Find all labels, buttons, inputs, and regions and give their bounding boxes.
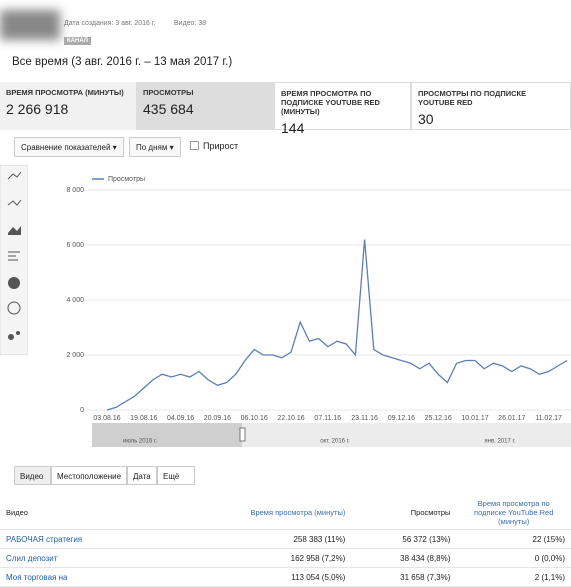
metric-value: 144 [281,120,305,136]
navigator-label: янв. 2017 г. [484,439,516,445]
x-tick-label: 20.09.16 [204,415,231,422]
metric-label: ПРОСМОТРЫ [143,88,194,97]
y-tick-label: 0 [80,407,84,414]
x-tick-label: 11.02.17 [535,415,562,422]
created-date: Дата создания: 3 авг. 2016 г. [64,20,156,27]
chart: 0 2 000 4 000 6 000 8 000 03.08.16 19.08.16 04.… [66,176,571,447]
chart-type-icons [0,165,28,355]
navigator-label: окт. 2016 г. [320,439,350,445]
table-row: РАБОЧАЯ стратегия 258 383 (11%) 56 372 (13… [0,529,571,549]
metric-card[interactable]: ПРОСМОТРЫ ПО ПОДПИСКЕ YOUTUBE RED 30 [411,82,571,130]
y-tick-label: 4 000 [66,297,84,304]
bubble-icon[interactable] [8,334,14,340]
x-tick-label: 06.10.16 [241,415,268,422]
growth-checkbox[interactable] [190,141,199,150]
cell: 56 372 (13%) [351,529,457,549]
video-title[interactable]: Моя торговая на [0,567,194,587]
x-tick-label: 25.12.16 [425,415,452,422]
metric-card[interactable]: ПРОСМОТРЫ 435 684 [137,82,274,130]
bar-icon[interactable] [8,251,20,261]
period[interactable]: Все время (3 авг. 2016 г. – 13 мая 2017 … [12,56,233,68]
cell: 258 383 (11%) [193,529,352,549]
map-icon[interactable] [7,301,21,315]
growth-label: Прирост [203,141,239,151]
y-tick-label: 8 000 [66,187,84,194]
x-tick-label: 26.01.17 [498,415,525,422]
pie-icon[interactable] [8,277,20,289]
x-tick-label: 09.12.16 [388,415,415,422]
cell: 2 (1,1%) [456,567,571,587]
legend-label: Просмотры [108,176,145,183]
metric-card[interactable]: ВРЕМЯ ПРОСМОТРА ПО ПОДПИСКЕ YOUTUBE RED … [274,82,411,136]
compare-icon[interactable] [7,199,22,206]
x-tick-label: 10.01.17 [461,415,488,422]
video-title[interactable]: РАБОЧАЯ стратегия [0,529,194,549]
tab[interactable]: Ещё [157,466,195,485]
column-header[interactable]: Время просмотра по подписке YouTube Red … [456,495,571,530]
metric-value: 435 684 [143,101,194,117]
x-tick-label: 22.10.16 [277,415,304,422]
table-row: Моя торговая на 113 054 (5,0%) 31 658 (7,3… [0,567,571,587]
x-tick-label: 04.09.16 [167,415,194,422]
compare-label: Сравнение показателей [21,143,111,152]
compare-button[interactable]: Сравнение показателей ▾ [14,137,124,157]
blurred-avatar [0,10,60,40]
x-tick-label: 19.08.16 [130,415,157,422]
tab[interactable]: Видео [14,466,51,485]
period-button[interactable]: По дням ▾ [129,137,181,157]
cell: 31 658 (7,3%) [351,567,457,587]
navigator-mask [92,423,242,447]
header-row: Видео Время просмотра (минуты) Просмотры Вр… [0,495,571,530]
video-title[interactable]: Слил депозит [0,548,194,568]
column-header[interactable]: Просмотры [351,495,457,530]
line-icon[interactable] [7,171,22,180]
tab[interactable]: Местоположение [51,466,127,485]
period-label: По дням [136,143,168,152]
metric-value: 2 266 918 [6,101,69,117]
table-row: Слил депозит 162 958 (7,2%) 38 434 (8,8%) 0… [0,548,571,568]
x-tick-label: 07.11.16 [314,415,341,422]
video-table: Видео Время просмотра (минуты) Просмотры Вр… [0,495,571,587]
video-count: Видео: 38 [174,20,207,27]
metric-label: ПРОСМОТРЫ ПО ПОДПИСКЕ YOUTUBE RED [418,89,527,107]
cell: 22 (15%) [456,529,571,549]
navigator-label: июль 2016 г. [123,439,157,445]
metric-label: ВРЕМЯ ПРОСМОТРА ПО ПОДПИСКЕ YOUTUBE RED … [281,89,380,116]
series-line [106,239,568,411]
column-header[interactable]: Время просмотра (минуты) [193,495,352,530]
x-tick-label: 23.11.16 [351,415,378,422]
tab[interactable]: Дата [127,466,157,485]
y-tick-label: 2 000 [66,352,84,359]
metric-card[interactable]: ВРЕМЯ ПРОСМОТРА (МИНУТЫ) 2 266 918 [0,82,137,130]
x-tick-label: 03.08.16 [93,415,120,422]
channel-badge: КАНАЛ [64,37,91,45]
navigator-handle[interactable] [239,427,246,442]
metric-value: 30 [418,111,434,127]
area-icon[interactable] [8,226,21,235]
cell: 38 434 (8,8%) [351,548,457,568]
cell: 0 (0,0%) [456,548,571,568]
column-header[interactable]: Видео [0,495,194,530]
metric-label: ВРЕМЯ ПРОСМОТРА (МИНУТЫ) [6,88,124,97]
cell: 113 054 (5,0%) [193,567,352,587]
cell: 162 958 (7,2%) [193,548,352,568]
y-tick-label: 6 000 [66,242,84,249]
